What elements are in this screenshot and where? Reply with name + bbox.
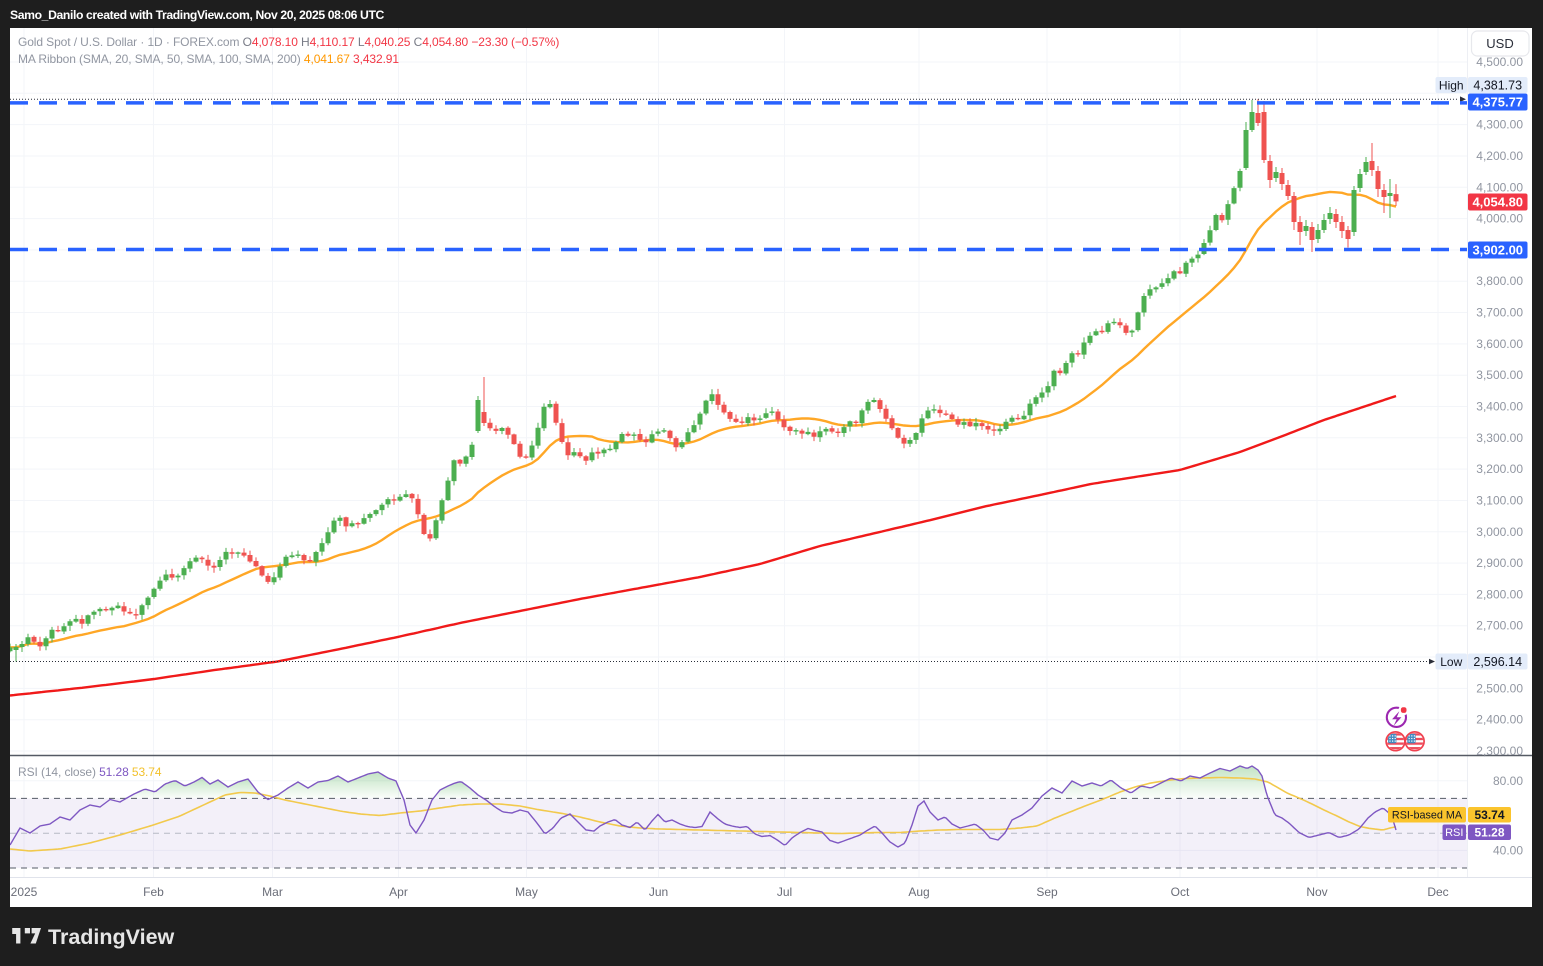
svg-text:3,000.00: 3,000.00: [1476, 525, 1523, 539]
svg-text:3,400.00: 3,400.00: [1476, 400, 1523, 414]
svg-text:Sep: Sep: [1036, 885, 1058, 899]
svg-text:2,700.00: 2,700.00: [1476, 619, 1523, 633]
svg-text:3,200.00: 3,200.00: [1476, 462, 1523, 476]
svg-text:3,500.00: 3,500.00: [1476, 368, 1523, 382]
svg-text:Gold Spot / U.S. Dollar · 1D ·: Gold Spot / U.S. Dollar · 1D · FOREX.com…: [18, 35, 559, 49]
svg-text:Aug: Aug: [908, 885, 929, 899]
svg-text:2,800.00: 2,800.00: [1476, 587, 1523, 601]
svg-text:3,902.00: 3,902.00: [1472, 243, 1523, 258]
svg-text:RSI: RSI: [1445, 827, 1463, 839]
svg-text:4,300.00: 4,300.00: [1476, 118, 1523, 132]
svg-text:RSI (14, close) 51.28 53.74: RSI (14, close) 51.28 53.74: [18, 765, 162, 779]
svg-text:2,900.00: 2,900.00: [1476, 556, 1523, 570]
svg-text:3,600.00: 3,600.00: [1476, 337, 1523, 351]
svg-text:4,054.80: 4,054.80: [1472, 195, 1523, 210]
svg-text:3,700.00: 3,700.00: [1476, 306, 1523, 320]
svg-text:Low: Low: [1440, 655, 1462, 669]
svg-text:40.00: 40.00: [1493, 843, 1523, 857]
svg-text:Jun: Jun: [649, 885, 668, 899]
svg-text:Apr: Apr: [389, 885, 408, 899]
svg-text:High: High: [1439, 78, 1464, 92]
svg-text:Nov: Nov: [1306, 885, 1327, 899]
svg-text:4,100.00: 4,100.00: [1476, 180, 1523, 194]
svg-text:Jul: Jul: [777, 885, 792, 899]
svg-text:2,300.00: 2,300.00: [1476, 744, 1523, 758]
svg-text:Samo_Danilo created with Tradi: Samo_Danilo created with TradingView.com…: [10, 8, 385, 22]
svg-text:80.00: 80.00: [1493, 774, 1523, 788]
svg-text:RSI-based MA: RSI-based MA: [1392, 810, 1463, 822]
svg-text:MA Ribbon (SMA, 20, SMA, 50, S: MA Ribbon (SMA, 20, SMA, 50, SMA, 100, S…: [18, 52, 399, 66]
svg-text:Mar: Mar: [262, 885, 283, 899]
svg-text:53.74: 53.74: [1474, 808, 1504, 822]
svg-text:4,375.77: 4,375.77: [1472, 95, 1523, 110]
svg-text:51.28: 51.28: [1474, 826, 1504, 840]
svg-text:TradingView: TradingView: [48, 925, 175, 949]
svg-text:3,100.00: 3,100.00: [1476, 494, 1523, 508]
svg-text:4,200.00: 4,200.00: [1476, 149, 1523, 163]
svg-text:Dec: Dec: [1427, 885, 1448, 899]
svg-text:Oct: Oct: [1171, 885, 1190, 899]
svg-text:4,000.00: 4,000.00: [1476, 212, 1523, 226]
svg-text:3,800.00: 3,800.00: [1476, 274, 1523, 288]
svg-text:2,596.14: 2,596.14: [1473, 655, 1522, 669]
svg-text:2025: 2025: [11, 885, 38, 899]
svg-text:USD: USD: [1486, 36, 1513, 51]
svg-text:Feb: Feb: [143, 885, 164, 899]
svg-text:3,300.00: 3,300.00: [1476, 431, 1523, 445]
svg-text:2,400.00: 2,400.00: [1476, 713, 1523, 727]
svg-text:2,500.00: 2,500.00: [1476, 681, 1523, 695]
svg-text:May: May: [515, 885, 538, 899]
svg-text:4,381.73: 4,381.73: [1473, 79, 1522, 93]
svg-text:4,500.00: 4,500.00: [1476, 55, 1523, 69]
